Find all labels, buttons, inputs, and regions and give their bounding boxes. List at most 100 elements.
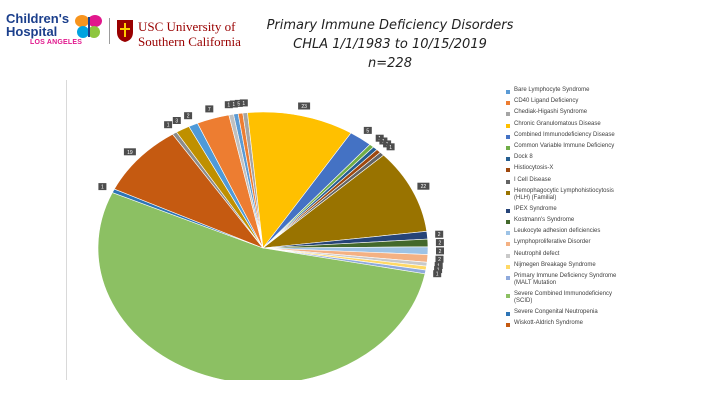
usc-logo-line1: USC University of xyxy=(138,19,236,34)
legend-swatch xyxy=(506,134,510,139)
data-label: 1 xyxy=(98,183,107,191)
chla-logo-subtitle: LOS ANGELES xyxy=(30,39,83,46)
svg-text:1: 1 xyxy=(389,145,392,151)
pie-slice xyxy=(113,133,264,249)
legend-swatch xyxy=(506,179,510,184)
legend-item: Kostmann's Syndrome xyxy=(506,217,574,228)
svg-text:7: 7 xyxy=(208,107,211,113)
svg-text:2: 2 xyxy=(439,249,442,255)
data-label: 1 xyxy=(386,143,395,151)
legend-label: Kostmann's Syndrome xyxy=(514,217,575,223)
data-label: 3 xyxy=(172,117,181,125)
pie-chart: 151235111122222211111811913271 xyxy=(97,99,444,380)
legend-label: Severe Combined Immunodeficiency (SCID) xyxy=(514,291,613,304)
svg-text:5: 5 xyxy=(366,128,369,134)
data-label: 1 xyxy=(433,270,442,278)
title-line-1: Primary Immune Deficiency Disorders xyxy=(266,18,514,33)
data-label: 1 xyxy=(229,100,238,108)
chart-area: 151235111122222211111811913271 xyxy=(66,80,656,380)
legend-label: Neutrophil defect xyxy=(514,250,560,257)
pie-slice xyxy=(97,192,426,380)
data-label: 2 xyxy=(436,247,444,255)
legend-item: Hemophagocytic Lymphohistiocytosis (HLH)… xyxy=(506,187,614,201)
legend-item: Lymphoproliferative Disorder xyxy=(506,239,590,250)
legend-swatch xyxy=(506,276,510,280)
legend-item: Histiocytosis-X xyxy=(506,165,553,176)
legend-item: Chediak-Higashi Syndrome xyxy=(506,109,587,120)
legend-swatch xyxy=(506,90,510,94)
legend-label: Dock 8 xyxy=(514,154,533,161)
data-label: 7 xyxy=(205,105,214,113)
legend-item: Severe Congenital Neutropenia xyxy=(506,309,598,320)
svg-text:1: 1 xyxy=(436,272,439,278)
svg-text:2: 2 xyxy=(439,241,442,247)
pie-slice xyxy=(247,111,352,249)
legend-label: Chediak-Higashi Syndrome xyxy=(514,109,588,116)
legend-item: Bare Lymphocyte Syndrome xyxy=(506,87,589,98)
usc-seal-icon xyxy=(117,20,133,42)
svg-text:2: 2 xyxy=(438,257,441,263)
svg-text:22: 22 xyxy=(421,184,427,190)
data-label: 2 xyxy=(184,112,193,120)
svg-text:19: 19 xyxy=(127,150,133,156)
legend-item: Nijmegen Breakage Syndrome xyxy=(506,262,596,273)
legend-item: Combined Immunodeficiency Disease xyxy=(506,132,615,143)
svg-text:23: 23 xyxy=(301,104,307,110)
data-label: 1 xyxy=(164,121,173,129)
legend-label: Histiocytosis-X xyxy=(514,165,554,172)
data-label: 5 xyxy=(363,126,372,134)
legend-swatch xyxy=(506,190,510,195)
legend-swatch xyxy=(506,168,510,173)
legend-swatch xyxy=(506,112,510,117)
data-label: 19 xyxy=(123,148,136,156)
legend-label: Severe Congenital Neutropenia xyxy=(514,309,598,315)
legend-label: Hemophagocytic Lymphohistiocytosis (HLH)… xyxy=(514,187,614,201)
legend-swatch xyxy=(506,323,510,328)
legend-item: Chronic Granulomatous Disease xyxy=(506,121,601,132)
usc-logo: USC University of Southern California xyxy=(116,13,241,49)
legend-label: Common Variable Immune Deficiency xyxy=(514,143,615,149)
legend-swatch xyxy=(506,294,510,298)
chart-title: Primary Immune Deficiency Disorders CHLA… xyxy=(240,16,540,73)
chart-area-border xyxy=(66,80,67,380)
legend-swatch xyxy=(506,146,510,150)
svg-text:5: 5 xyxy=(237,101,240,107)
legend-label: IPEX Syndrome xyxy=(514,205,557,212)
legend-label: Wiskott-Aldrich Syndrome xyxy=(514,320,584,327)
legend-item: Severe Combined Immunodeficiency (SCID) xyxy=(506,291,613,304)
legend-swatch xyxy=(506,220,510,224)
data-label: 1 xyxy=(239,99,248,107)
legend-item: I Cell Disease xyxy=(506,177,551,188)
legend-label: Chronic Granulomatous Disease xyxy=(514,120,601,127)
data-label: 22 xyxy=(417,182,430,190)
svg-text:1: 1 xyxy=(232,102,235,108)
legend-item: Neutrophil defect xyxy=(506,251,559,262)
butterfly-icon xyxy=(75,15,102,38)
legend-item: Leukocyte adhesion deficiencies xyxy=(506,228,600,239)
legend-label: Nijmegen Breakage Syndrome xyxy=(514,261,596,268)
logo-divider xyxy=(109,18,110,44)
legend-label: Primary Immune Deficiency Syndrome (MALT… xyxy=(514,273,617,286)
pie-slice xyxy=(261,154,428,249)
legend-item: Common Variable Immune Deficiency xyxy=(506,143,614,154)
legend-label: Bare Lymphocyte Syndrome xyxy=(514,87,590,93)
header-logos: Children's Hospital LOS ANGELES USC Univ… xyxy=(6,10,241,49)
title-line-3: n=228 xyxy=(368,56,412,71)
svg-text:1: 1 xyxy=(227,103,230,109)
legend-label: I Cell Disease xyxy=(514,176,552,183)
chla-logo-name: Children's Hospital xyxy=(6,11,70,39)
legend-swatch xyxy=(506,231,510,236)
legend-swatch xyxy=(506,208,510,213)
legend-swatch xyxy=(506,157,510,162)
legend-swatch xyxy=(506,123,510,128)
legend-item: Primary Immune Deficiency Syndrome (MALT… xyxy=(506,273,617,286)
legend-swatch xyxy=(506,312,510,316)
legend-item: Wiskott-Aldrich Syndrome xyxy=(506,320,583,331)
pie-slice xyxy=(228,113,264,249)
legend-swatch xyxy=(506,242,510,247)
legend-item: IPEX Syndrome xyxy=(506,206,557,217)
usc-logo-line2: Southern California xyxy=(138,34,241,49)
svg-text:1: 1 xyxy=(242,101,245,107)
legend-swatch xyxy=(506,253,510,258)
legend-swatch xyxy=(506,101,510,106)
